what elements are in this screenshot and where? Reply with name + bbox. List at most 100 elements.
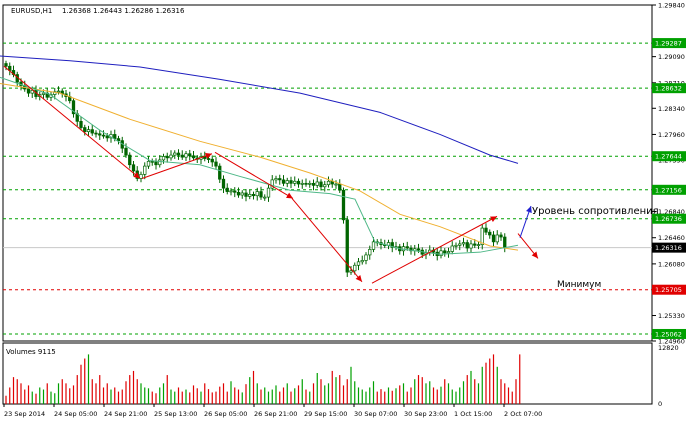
candle-body — [491, 234, 496, 243]
price-tick-label: 1.28340 — [658, 105, 685, 113]
candle-body — [450, 245, 454, 252]
candle-body — [278, 178, 282, 181]
candle-body — [161, 156, 166, 161]
time-tick-label: 2 Oct 07:00 — [504, 410, 542, 418]
candle-body — [165, 156, 169, 159]
candle-body — [98, 133, 102, 136]
price-badge — [652, 242, 686, 253]
price-badge — [652, 151, 686, 162]
candle-body — [128, 154, 132, 166]
candle-body — [233, 190, 237, 193]
price-tick-label: 1.25330 — [658, 312, 685, 320]
candle-body — [266, 187, 271, 198]
ohlc-readout: 1.26368 1.26443 1.26286 1.26316 — [62, 7, 185, 15]
candle-body — [90, 129, 94, 134]
candle-body — [296, 180, 301, 185]
candle-body — [323, 184, 327, 188]
candle-body — [143, 165, 147, 175]
candle-body — [173, 152, 177, 156]
candle-body — [443, 250, 447, 254]
candle-body — [285, 180, 289, 184]
candle-body — [105, 135, 109, 139]
candle-body — [469, 243, 473, 249]
candle-body — [210, 158, 214, 163]
candle-body — [150, 160, 154, 163]
candle-body — [176, 152, 181, 156]
candle-body — [191, 155, 196, 159]
candle-body — [180, 154, 184, 158]
candle-body — [341, 189, 346, 221]
trend-arrow — [371, 215, 498, 284]
candle-body — [488, 231, 492, 236]
trend-arrow-head — [133, 172, 140, 179]
candle-body — [94, 132, 98, 135]
candle-body — [356, 261, 361, 266]
candle-body — [476, 244, 481, 246]
candle-body — [503, 236, 507, 248]
candle-body — [495, 234, 499, 243]
candle-body — [41, 92, 46, 95]
ma-slow-line — [0, 55, 519, 164]
candle-body — [236, 191, 241, 196]
candle-body — [101, 134, 106, 137]
price-tick-label: 1.29090 — [658, 53, 685, 61]
price-badge-label: 1.29287 — [655, 40, 682, 48]
candle-body — [124, 147, 128, 156]
resistance-annotation: Уровень сопротивления — [532, 206, 659, 217]
candle-body — [289, 180, 293, 184]
candle-body — [353, 264, 357, 272]
price-badge-label: 1.26316 — [655, 244, 682, 252]
trend-arrow — [141, 153, 213, 179]
candle-body — [56, 90, 61, 93]
candle-body — [225, 187, 229, 192]
candle-body — [184, 153, 188, 158]
candle-body — [116, 138, 121, 141]
price-tick-label: 1.29840 — [658, 2, 685, 10]
candle-body — [409, 247, 413, 252]
candle-body — [214, 161, 218, 167]
candle-body — [390, 242, 394, 248]
candle-body — [405, 246, 409, 249]
price-badge — [652, 328, 686, 339]
candle-body — [221, 178, 226, 189]
price-badge-label: 1.27156 — [655, 186, 682, 194]
minimum-annotation: Минимум — [557, 280, 601, 290]
candle-body — [240, 192, 244, 196]
candle-body — [473, 243, 477, 246]
candle-body — [30, 90, 34, 94]
time-tick-label: 24 Sep 05:00 — [54, 410, 97, 418]
price-badge — [652, 83, 686, 94]
candle-body — [300, 182, 304, 185]
symbol-label: EURUSD,H1 — [11, 7, 52, 15]
trend-arrow — [214, 151, 294, 199]
price-badge-label: 1.26736 — [655, 215, 682, 223]
candle-body — [499, 234, 503, 238]
candle-body — [139, 174, 143, 179]
time-tick-label: 24 Sep 21:00 — [104, 410, 147, 418]
trend-arrow — [291, 198, 363, 283]
candle-body — [293, 180, 297, 184]
resistance-arrow-head — [526, 206, 532, 214]
candle-body — [259, 191, 263, 198]
candle-body — [255, 191, 259, 197]
candle-body — [319, 181, 323, 188]
candle-body — [364, 254, 368, 261]
candle-body — [360, 260, 364, 263]
candle-body — [229, 190, 233, 193]
ma-mid-line — [0, 82, 519, 251]
candle-body — [169, 154, 173, 159]
candle-body — [308, 182, 312, 185]
candle-body — [4, 63, 8, 67]
time-tick-label: 26 Sep 05:00 — [204, 410, 247, 418]
candle-body — [53, 91, 57, 95]
volume-zero-label: 0 — [658, 400, 662, 408]
candle-body — [263, 196, 267, 199]
candle-body — [146, 160, 151, 167]
candle-body — [218, 165, 222, 180]
time-tick-label: 23 Sep 2014 — [4, 410, 45, 418]
candle-body — [338, 183, 342, 191]
candle-body — [315, 181, 319, 186]
candle-body — [113, 134, 117, 139]
trend-arrow-head — [490, 216, 497, 223]
